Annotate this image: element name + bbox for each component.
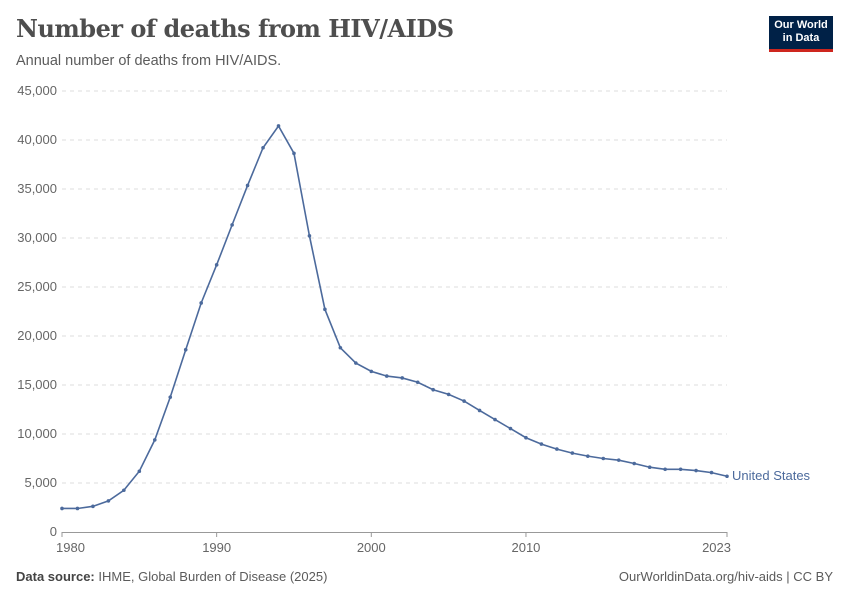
- data-point: [122, 488, 126, 493]
- chart-title: Number of deaths from HIV/AIDS: [16, 14, 454, 43]
- data-point: [678, 467, 683, 472]
- data-point: [276, 124, 281, 128]
- data-point: [524, 435, 528, 440]
- y-tick-label: 5,000: [24, 475, 57, 490]
- data-point: [168, 395, 173, 399]
- data-point: [338, 345, 343, 350]
- x-tick-label: 1980: [56, 540, 85, 555]
- y-tick-label: 35,000: [17, 181, 57, 196]
- series-label: United States: [732, 468, 811, 483]
- data-point: [709, 470, 714, 475]
- data-point: [323, 307, 327, 312]
- data-point: [384, 374, 389, 378]
- data-point: [91, 504, 95, 509]
- data-point: [663, 467, 667, 472]
- x-tick-label: 1990: [202, 540, 231, 555]
- x-tick-label: 2023: [702, 540, 731, 555]
- data-point: [431, 387, 435, 392]
- data-point: [214, 263, 219, 267]
- data-point: [261, 145, 265, 150]
- data-point: [137, 469, 142, 474]
- owid-logo[interactable]: Our World in Data: [769, 16, 833, 52]
- y-tick-label: 15,000: [17, 377, 57, 392]
- data-source: Data source: IHME, Global Burden of Dise…: [16, 569, 328, 584]
- data-point: [616, 458, 621, 462]
- data-point: [354, 361, 358, 365]
- y-tick-label: 25,000: [17, 279, 57, 294]
- data-point: [539, 442, 544, 446]
- data-point: [369, 369, 374, 374]
- data-point: [647, 465, 652, 470]
- data-point: [477, 408, 482, 413]
- data-point: [694, 468, 698, 473]
- y-tick-label: 20,000: [17, 328, 57, 343]
- data-point: [601, 456, 606, 461]
- data-point: [508, 426, 513, 431]
- data-point: [106, 499, 111, 503]
- data-point: [493, 417, 497, 422]
- data-point: [446, 392, 451, 397]
- data-point: [570, 451, 575, 455]
- y-tick-label: 10,000: [17, 426, 57, 441]
- data-point: [415, 380, 420, 385]
- data-point: [462, 399, 466, 403]
- data-point: [725, 474, 729, 479]
- data-point: [586, 454, 590, 458]
- data-point: [75, 506, 80, 511]
- y-tick-label: 45,000: [17, 83, 57, 98]
- data-point: [400, 376, 405, 380]
- chart-subtitle: Annual number of deaths from HIV/AIDS.: [16, 53, 282, 69]
- y-tick-label: 30,000: [17, 230, 57, 245]
- y-tick-label: 40,000: [17, 132, 57, 147]
- source-link[interactable]: OurWorldinData.org/hiv-aids | CC BY: [618, 569, 833, 584]
- data-point: [292, 151, 296, 156]
- data-point: [152, 438, 157, 442]
- data-point: [307, 234, 312, 238]
- y-tick-label: 0: [50, 524, 57, 539]
- data-point: [199, 301, 203, 305]
- data-point: [555, 447, 559, 451]
- data-point: [230, 223, 234, 227]
- x-tick-label: 2010: [511, 540, 540, 555]
- series-line: [62, 124, 728, 510]
- data-point: [60, 506, 64, 511]
- data-point: [245, 183, 250, 188]
- data-point: [632, 461, 637, 466]
- data-point: [183, 347, 188, 352]
- x-tick-label: 2000: [357, 540, 386, 555]
